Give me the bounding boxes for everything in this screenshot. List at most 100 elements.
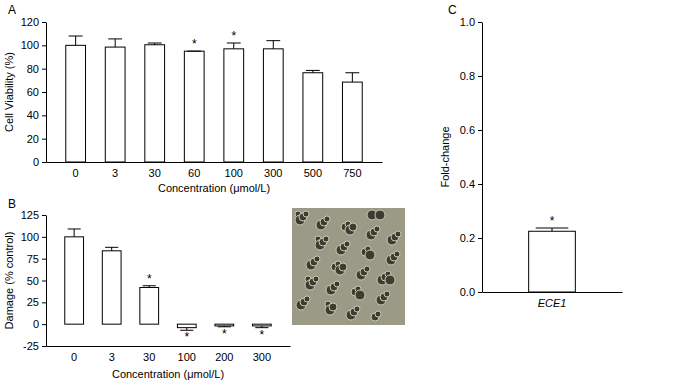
error-bar	[227, 43, 241, 49]
x-tick-label: 0	[73, 167, 79, 179]
y-tick-label: 0.4	[460, 178, 475, 190]
inset-cell	[375, 311, 381, 317]
y-tick-label: 0.8	[460, 70, 475, 82]
x-tick-label: 200	[215, 351, 233, 363]
error-cap	[69, 36, 83, 37]
y-tick: 60	[27, 86, 46, 98]
x-tick: 3	[112, 167, 118, 179]
y-tick-label: 125	[21, 209, 39, 221]
bar	[102, 251, 121, 324]
y-tick-mark	[42, 92, 46, 93]
y-tick-label: 60	[27, 86, 39, 98]
x-tick-label: 100	[225, 167, 243, 179]
x-tick: 0	[73, 167, 79, 179]
y-tick-label: 50	[27, 275, 39, 287]
inset-cell	[395, 231, 401, 237]
error-bar	[68, 229, 81, 237]
inset-cell	[313, 276, 319, 282]
y-tick: 80	[27, 63, 46, 75]
error-cap	[105, 247, 118, 248]
y-tick-mark	[42, 259, 46, 260]
y-tick-label: 0.2	[460, 232, 475, 244]
y-axis: 0.00.20.40.60.81.0	[460, 16, 483, 298]
y-tick-label: 0.0	[460, 286, 475, 298]
error-bar	[148, 43, 162, 45]
inset-cell	[355, 290, 365, 300]
x-tick-label: 60	[188, 167, 200, 179]
error-line	[74, 229, 75, 237]
bar	[215, 324, 234, 326]
error-cap	[306, 70, 320, 71]
x-axis-line	[47, 346, 291, 347]
bar	[177, 324, 196, 327]
error-bar	[345, 73, 359, 82]
annotations: **	[192, 29, 237, 51]
error-bar	[143, 286, 156, 288]
y-tick-label: 40	[27, 109, 39, 121]
x-axis-title: Concentration (μmol/L)	[112, 368, 224, 380]
inset-cell	[314, 256, 320, 262]
x-tick-label: ECE1	[538, 297, 567, 309]
error-line	[111, 247, 112, 250]
bar	[263, 49, 283, 162]
bar	[140, 287, 159, 324]
error-cap	[266, 40, 280, 41]
y-axis-line	[46, 23, 47, 163]
inset-cell	[365, 250, 375, 260]
annotations: *	[550, 214, 555, 228]
inset-background	[292, 208, 405, 325]
y-tick-label: 25	[27, 296, 39, 308]
y-tick-label: 80	[27, 63, 39, 75]
error-line	[233, 43, 234, 49]
inset-cell	[385, 275, 395, 285]
panel-label: C	[448, 3, 457, 17]
inset-cell	[375, 210, 385, 220]
error-bar	[69, 36, 83, 45]
y-tick-mark	[478, 22, 482, 23]
y-axis: -250255075100125	[21, 209, 47, 352]
y-tick: 0.4	[460, 178, 482, 190]
x-tick-label: 300	[253, 351, 271, 363]
y-tick: 20	[27, 133, 46, 145]
y-axis-title: Damage (% control)	[3, 232, 15, 330]
significance: *	[184, 330, 189, 344]
error-cap	[68, 228, 81, 229]
y-tick: 100	[21, 231, 46, 243]
panel: **020406080100120033060100300500750ACell…	[3, 3, 383, 194]
error-cap	[345, 72, 359, 73]
error-bar	[105, 247, 118, 250]
y-tick-mark	[478, 130, 482, 131]
y-tick-mark	[478, 238, 482, 239]
bar	[529, 231, 576, 292]
y-tick-label: 100	[21, 39, 39, 51]
y-tick-label: 20	[27, 133, 39, 145]
y-tick-mark	[42, 302, 46, 303]
inset-cell	[324, 216, 330, 222]
y-tick: 0.8	[460, 70, 482, 82]
y-tick-mark	[42, 324, 46, 325]
error-line	[115, 39, 116, 47]
y-tick-mark	[42, 115, 46, 116]
y-axis-line	[46, 216, 47, 347]
x-tick: 100	[225, 167, 243, 179]
inset-cell	[384, 291, 390, 297]
inset-cell	[354, 306, 360, 312]
x-tick-label: 750	[343, 167, 361, 179]
y-tick: 0	[33, 156, 46, 168]
x-axis: 033060100300500750	[47, 163, 383, 179]
inset-cell	[303, 211, 309, 217]
inset-cell	[323, 236, 329, 242]
significance: *	[550, 214, 555, 228]
error-bar	[536, 228, 569, 231]
y-tick-mark	[42, 346, 46, 347]
inset-cell	[329, 303, 337, 311]
x-tick-label: 3	[112, 167, 118, 179]
y-tick-mark	[42, 237, 46, 238]
inset-cell	[374, 226, 380, 232]
inset-cell	[344, 241, 350, 247]
marks	[66, 36, 362, 162]
y-tick-mark	[42, 139, 46, 140]
x-tick-label: 100	[178, 351, 196, 363]
x-axis-title: Concentration (μmol/L)	[158, 182, 270, 194]
y-tick: 100	[21, 39, 46, 51]
